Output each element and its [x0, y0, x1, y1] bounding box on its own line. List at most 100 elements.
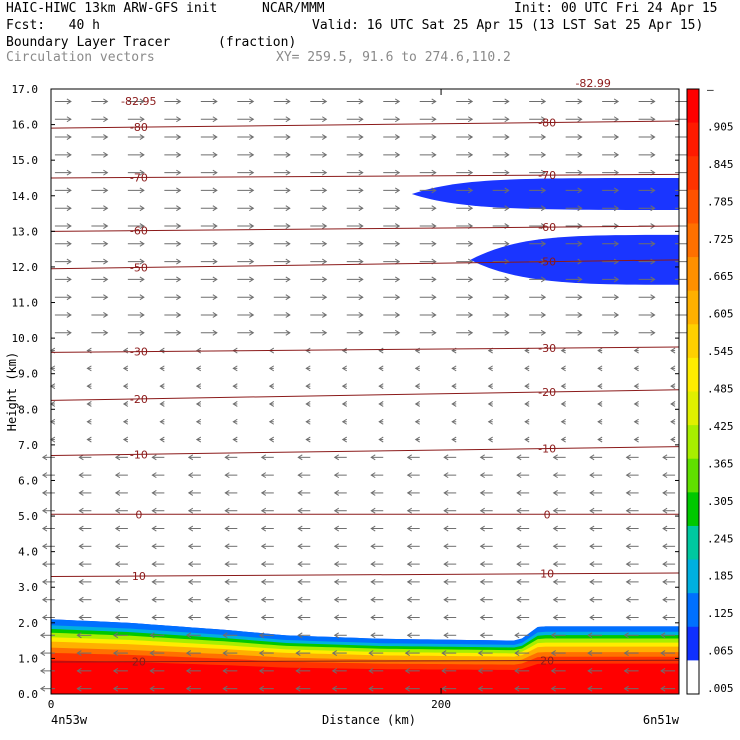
wind-vector-head	[670, 436, 676, 443]
wind-vector-head	[514, 650, 520, 656]
wind-vector-head	[370, 614, 376, 621]
wind-vector-head	[66, 276, 72, 283]
wind-vector-head	[195, 401, 202, 407]
wind-vector-head	[451, 383, 457, 390]
wind-vector-head	[249, 151, 255, 158]
wind-vector-head	[66, 205, 72, 212]
wind-vector-head	[613, 223, 620, 229]
wind-vector-head	[479, 525, 485, 532]
wind-vector-head	[285, 169, 291, 176]
wind-vector-head	[516, 596, 522, 603]
wind-vector-head	[103, 223, 109, 229]
wind-vector-head	[103, 240, 109, 247]
contour-label: -10	[538, 443, 556, 456]
wind-vector-head	[358, 312, 364, 318]
wind-vector-head	[597, 436, 603, 443]
wind-vector-head	[66, 312, 72, 318]
wind-vector-head	[587, 685, 593, 692]
wind-vector-head	[394, 329, 401, 336]
wind-vector-head	[103, 329, 109, 336]
y-tick-label: 9.0	[18, 368, 38, 381]
wind-vector-head	[406, 543, 412, 550]
wind-vector-head	[212, 223, 218, 229]
wind-vector-head	[260, 578, 267, 585]
field-name: Boundary Layer Tracer	[6, 35, 171, 50]
colorbar-label: .065	[707, 645, 734, 658]
wind-vector-head	[514, 667, 520, 674]
wind-vector-head	[187, 507, 194, 514]
wind-vector-head	[305, 365, 311, 372]
temperature-contour	[50, 446, 680, 457]
wind-vector-head	[404, 667, 410, 674]
plot-frame	[50, 88, 680, 695]
wind-vector-head	[613, 98, 620, 105]
wind-vector-head	[112, 685, 119, 692]
wind-vector-head	[305, 418, 311, 425]
wind-vector-head	[268, 436, 275, 443]
wind-vector-head	[297, 507, 303, 514]
wind-vector-head	[516, 507, 522, 514]
wind-vector-head	[443, 543, 449, 550]
wind-vector-head	[341, 436, 348, 443]
colorbar-label: .605	[707, 308, 734, 321]
wind-vector-head	[341, 383, 348, 390]
wind-vector-head	[370, 490, 376, 496]
wind-vector-head	[378, 347, 384, 354]
wind-vector-head	[406, 472, 412, 479]
wind-vector-head	[378, 436, 384, 443]
wind-vector-head	[76, 667, 82, 674]
wind-vector-head	[86, 418, 92, 425]
wind-vector-head	[176, 134, 182, 140]
wind-vector-head	[41, 525, 48, 532]
org-label: NCAR/MMM	[262, 1, 325, 16]
y-tick-label: 11.0	[12, 297, 39, 310]
wind-vector-head	[78, 543, 84, 550]
wind-vector-head	[577, 329, 583, 336]
wind-vector-head	[212, 294, 218, 301]
wind-vector-head	[112, 650, 119, 656]
y-tick-label: 15.0	[12, 154, 39, 167]
wind-vector-head	[185, 685, 192, 692]
wind-vector-head	[467, 116, 474, 123]
wind-vector-head	[358, 258, 364, 265]
wind-vector-head	[431, 294, 437, 301]
wind-vector-head	[285, 223, 291, 229]
wind-vector-head	[322, 258, 328, 265]
wind-vector-head	[212, 205, 218, 212]
wind-vector-head	[441, 667, 447, 674]
wind-vector-head	[285, 116, 291, 123]
y-tick-label: 17.0	[12, 83, 39, 96]
wind-vector-head	[249, 169, 255, 176]
wind-vector-head	[285, 258, 291, 265]
wind-vector-head	[258, 650, 265, 656]
wind-vector-head	[195, 383, 202, 390]
wind-vector-head	[370, 632, 376, 639]
wind-vector-head	[431, 329, 437, 336]
wind-vector-head	[78, 614, 84, 621]
wind-vector-head	[176, 116, 182, 123]
wind-vector-head	[633, 347, 639, 354]
colorbar: – .905 .845 .785 .725 .665 .605 .545 .485 .425 .36…	[686, 83, 734, 695]
wind-vector-head	[187, 561, 194, 568]
colorbar-swatch	[687, 223, 699, 258]
wind-vector-head	[540, 223, 547, 229]
wind-vector-head	[623, 650, 629, 656]
wind-vector-head	[552, 543, 558, 550]
wind-vector-head	[322, 329, 328, 336]
wind-vector-head	[66, 187, 72, 194]
wind-vector-head	[122, 418, 129, 425]
wind-vector-head	[414, 365, 420, 372]
wind-vector-head	[224, 472, 230, 479]
wind-vector-head	[589, 596, 595, 603]
wind-vector-head	[524, 383, 530, 390]
wind-vector-head	[467, 240, 474, 247]
wind-vector-head	[431, 187, 437, 194]
wind-vector-head	[670, 418, 676, 425]
wind-vector-head	[467, 312, 474, 318]
temperature-contour	[50, 346, 680, 353]
wind-vector-head	[613, 151, 620, 158]
wind-vector-head	[151, 454, 157, 461]
wind-vector-head	[139, 312, 145, 318]
wind-vector-head	[370, 472, 376, 479]
wind-vector-head	[368, 685, 374, 692]
